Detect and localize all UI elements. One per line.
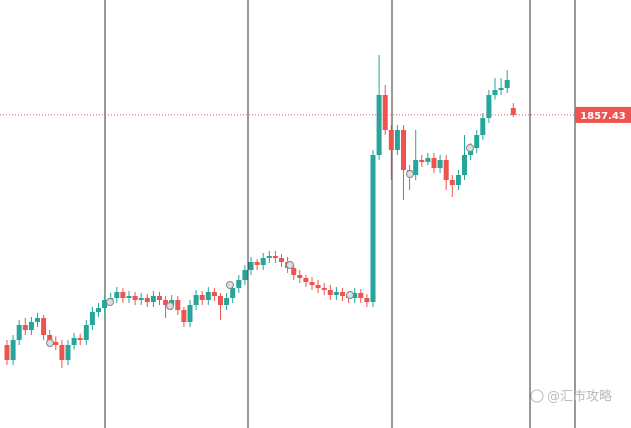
dot <box>46 339 54 347</box>
candle-body <box>443 160 449 180</box>
candle-body <box>510 108 516 115</box>
candle-body <box>102 300 108 308</box>
candle-body <box>242 270 248 280</box>
candle-body <box>114 292 120 298</box>
candle-body <box>474 135 480 148</box>
watermark: @汇市攻略 <box>547 389 612 405</box>
candle-body <box>297 275 303 278</box>
dot <box>406 170 414 178</box>
candle-body <box>144 298 150 302</box>
candle-body <box>480 118 486 135</box>
candle-body <box>181 310 187 322</box>
candle-body <box>175 300 181 310</box>
candle-body <box>224 298 230 305</box>
candle-body <box>59 345 65 360</box>
candle-body <box>199 295 205 300</box>
candle-body <box>376 95 382 155</box>
candle-body <box>504 80 510 88</box>
watermark-icon <box>530 389 544 403</box>
candle-body <box>340 292 345 296</box>
candle-body <box>53 342 59 345</box>
dot <box>166 302 174 310</box>
last-price-label: 1857.43 <box>580 111 626 122</box>
candle-body <box>35 318 40 322</box>
candle-body <box>248 262 254 270</box>
candle-body <box>291 268 297 275</box>
last-price-box <box>575 106 631 123</box>
dot <box>106 298 114 306</box>
candle-body <box>83 325 89 340</box>
candle-body <box>28 322 34 330</box>
dot <box>466 144 474 152</box>
candle-body <box>89 312 95 325</box>
candle-body <box>309 282 315 285</box>
candle-body <box>364 298 370 302</box>
candle-body <box>47 335 53 342</box>
candle-body <box>303 278 309 282</box>
candle-body <box>321 288 327 290</box>
candle-body <box>65 345 71 360</box>
candle-body <box>388 130 394 150</box>
candle-body <box>120 292 126 298</box>
candle-body <box>96 308 101 312</box>
candle-body <box>358 293 364 298</box>
candle-body <box>4 345 10 360</box>
dot <box>286 261 294 269</box>
candle-body <box>187 305 193 322</box>
candle-body <box>382 95 388 130</box>
dot <box>346 291 354 299</box>
candle-body <box>77 338 83 340</box>
candle-body <box>333 292 339 295</box>
candle-body <box>394 130 400 150</box>
candle-body <box>71 338 77 345</box>
candle-body <box>260 258 266 265</box>
candle-body <box>254 262 260 265</box>
candle-body <box>41 318 47 335</box>
candle-body <box>352 293 358 298</box>
candle-body <box>449 180 455 185</box>
candle-body <box>437 160 443 168</box>
candle-body <box>413 160 419 175</box>
candle-body <box>150 296 156 302</box>
candle-body <box>315 285 321 288</box>
candle-body <box>230 288 236 298</box>
candle-body <box>455 175 461 185</box>
candle-body <box>138 298 144 300</box>
candle-body <box>157 296 162 300</box>
dot <box>226 281 234 289</box>
candle-body <box>498 88 504 90</box>
indicator-dots <box>46 144 474 347</box>
candle-body <box>327 290 333 295</box>
candle-body <box>279 258 284 262</box>
candle-body <box>462 155 467 175</box>
candles <box>4 55 516 368</box>
candle-body <box>486 95 492 118</box>
candle-body <box>401 130 406 170</box>
candle-body <box>419 160 425 162</box>
candle-body <box>492 90 498 95</box>
candle-body <box>218 296 223 305</box>
candle-body <box>370 155 376 302</box>
candle-body <box>266 256 272 258</box>
candle-body <box>431 158 437 168</box>
candle-body <box>272 256 278 258</box>
candle-body <box>205 292 211 300</box>
candle-body <box>132 296 138 300</box>
candle-body <box>22 325 28 330</box>
candle-body <box>16 325 22 340</box>
candle-body <box>211 292 217 296</box>
candle-body <box>163 300 169 305</box>
candle-body <box>425 158 431 162</box>
candle-body <box>236 280 242 288</box>
candle-body <box>193 295 199 305</box>
candle-body <box>126 296 132 298</box>
candle-body <box>10 340 16 360</box>
